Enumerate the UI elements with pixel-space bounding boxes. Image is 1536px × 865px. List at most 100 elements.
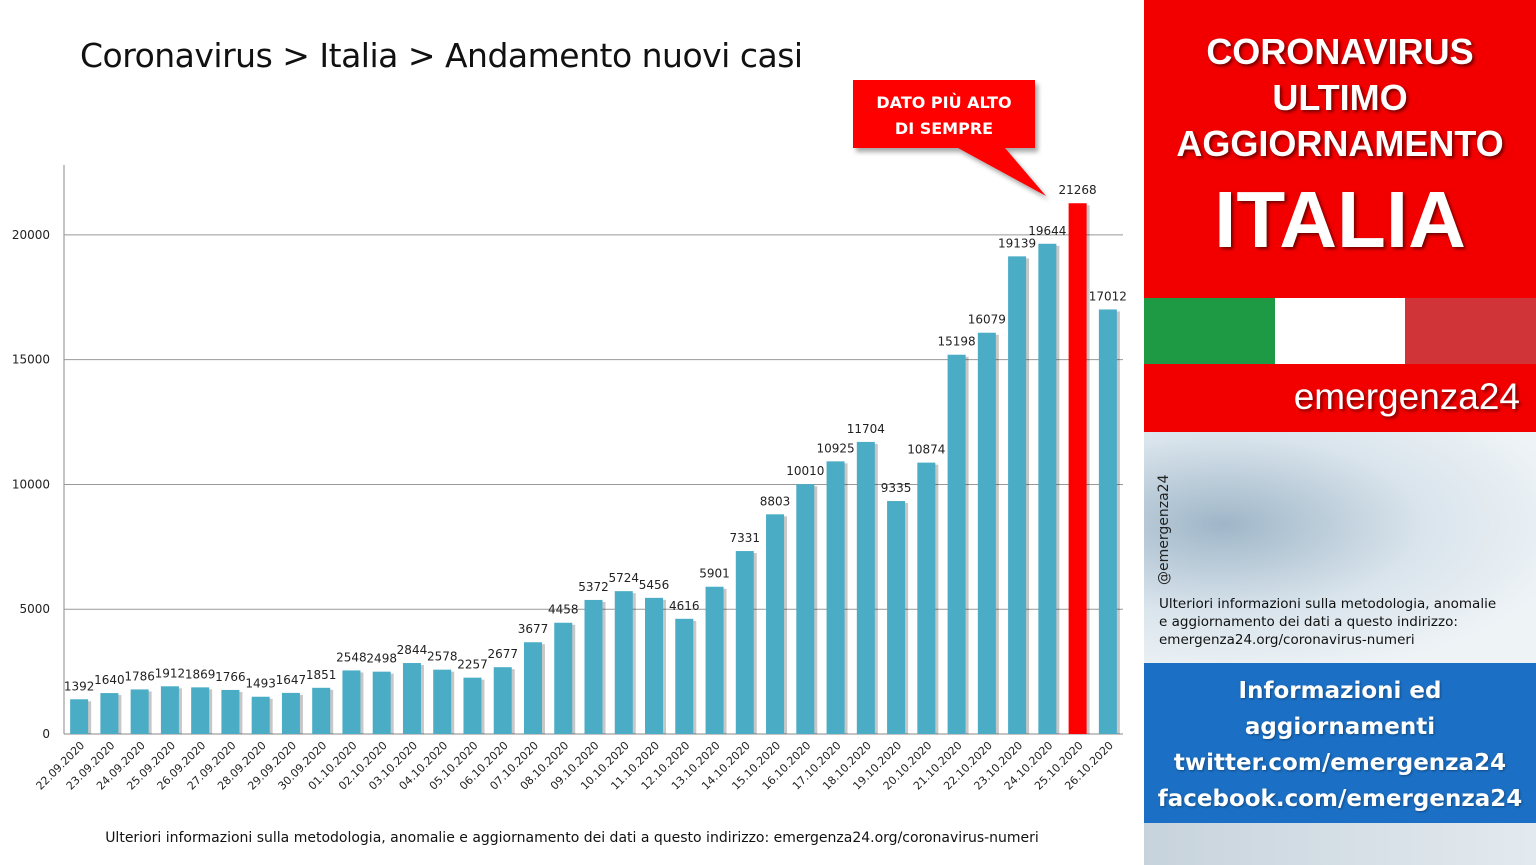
bar: [796, 484, 815, 734]
info-line: e aggiornamento dei dati a questo indiri…: [1159, 614, 1458, 630]
bar: [463, 677, 482, 734]
y-tick-label: 5000: [19, 602, 50, 616]
flag-white-stripe: [1274, 298, 1406, 364]
banner-line-1: CORONAVIRUS: [1206, 31, 1474, 72]
data-label: 9335: [881, 481, 912, 495]
social-heading-2: aggiornamenti: [1244, 714, 1436, 740]
data-label: 1766: [215, 670, 246, 684]
data-label: 2548: [336, 650, 367, 664]
bar: [493, 667, 512, 734]
twitter-link[interactable]: twitter.com/emergenza24: [1173, 750, 1507, 776]
page-title: Coronavirus > Italia > Andamento nuovi c…: [80, 36, 803, 75]
data-label: 1647: [276, 673, 307, 687]
data-label: 1640: [94, 673, 125, 687]
data-label: 19139: [998, 236, 1036, 250]
data-label: 4458: [548, 603, 579, 617]
update-banner: CORONAVIRUS ULTIMO AGGIORNAMENTO ITALIA: [1144, 0, 1536, 298]
data-label: 15198: [937, 335, 975, 349]
flag-green-stripe: [1144, 298, 1275, 364]
bar: [766, 514, 785, 734]
data-label: 5724: [608, 571, 639, 585]
data-label: 1851: [306, 668, 337, 682]
data-label: 16079: [968, 313, 1006, 327]
data-label: 4616: [669, 599, 700, 613]
bar: [735, 551, 754, 734]
bar: [584, 599, 603, 734]
data-label: 2677: [487, 647, 518, 661]
data-label: 3677: [518, 622, 549, 636]
bar: [645, 597, 664, 734]
info-line: Ulteriori informazioni sulla metodologia…: [1159, 596, 1497, 612]
brand-name: emergenza24: [1293, 376, 1520, 417]
flag-red-stripe: [1405, 298, 1536, 364]
bottom-photo-strip: [1144, 823, 1536, 865]
bar: [70, 699, 89, 734]
facebook-link[interactable]: facebook.com/emergenza24: [1157, 786, 1523, 812]
data-label: 7331: [730, 531, 761, 545]
bar: [1038, 243, 1057, 734]
bar: [856, 441, 875, 734]
bar: [402, 663, 421, 734]
data-label: 19644: [1028, 224, 1066, 238]
callout-line1: DATO PIÙ ALTO: [876, 93, 1011, 112]
bar: [947, 354, 966, 734]
y-tick-label: 20000: [12, 228, 50, 242]
info-link[interactable]: emergenza24.org/coronavirus-numeri: [1159, 632, 1415, 648]
bar: [433, 669, 452, 734]
bar: [523, 642, 542, 734]
bar: [705, 586, 724, 734]
footer-note: Ulteriori informazioni sulla metodologia…: [105, 830, 1039, 846]
data-label: 5456: [639, 578, 670, 592]
bar: [977, 332, 996, 734]
data-label: 10010: [786, 464, 824, 478]
callout-bubble: [853, 80, 1046, 196]
data-label: 2844: [397, 643, 428, 657]
data-label: 10874: [907, 443, 945, 457]
bar: [160, 686, 179, 734]
banner-line-3: AGGIORNAMENTO: [1176, 123, 1504, 164]
sidebar: CORONAVIRUS ULTIMO AGGIORNAMENTO ITALIA …: [1144, 0, 1536, 865]
bar: [342, 670, 361, 734]
data-label: 10925: [816, 441, 854, 455]
data-label: 5372: [578, 580, 609, 594]
social-heading-1: Informazioni ed: [1238, 678, 1442, 704]
info-note: Ulteriori informazioni sulla metodologia…: [1159, 595, 1529, 649]
bar: [554, 622, 573, 734]
bar: [372, 671, 391, 734]
bar: [251, 696, 270, 734]
bar: [1098, 309, 1117, 734]
brand-bar: emergenza24: [1144, 364, 1536, 432]
y-tick-label: 15000: [12, 353, 50, 367]
bar: [887, 501, 906, 734]
callout-line2: DI SEMPRE: [895, 119, 993, 138]
italian-flag: [1144, 298, 1536, 364]
bar-highlight: [1068, 203, 1087, 735]
data-label: 1493: [245, 677, 276, 691]
bar: [614, 591, 633, 734]
data-label: 1869: [185, 667, 216, 681]
bar: [675, 618, 694, 734]
data-label: 2498: [366, 652, 397, 666]
bar: [221, 689, 240, 734]
banner-line-2: ULTIMO: [1272, 77, 1408, 118]
data-label: 1786: [124, 669, 155, 683]
data-label: 2578: [427, 650, 458, 664]
bar: [312, 687, 331, 734]
data-label: 1912: [155, 666, 186, 680]
bar: [917, 462, 936, 734]
chart-panel: Coronavirus > Italia > Andamento nuovi c…: [11, 36, 1127, 846]
data-label: 21268: [1059, 183, 1097, 197]
data-label: 1392: [64, 679, 95, 693]
bar: [130, 689, 149, 734]
data-label: 5901: [699, 567, 730, 581]
data-label: 8803: [760, 494, 791, 508]
data-label: 17012: [1089, 289, 1127, 303]
bar: [826, 461, 845, 734]
bar: [100, 693, 119, 734]
social-box: Informazioni ed aggiornamenti twitter.co…: [1144, 663, 1536, 823]
y-tick-label: 10000: [12, 477, 50, 491]
data-label: 2257: [457, 658, 488, 672]
bar: [281, 692, 300, 734]
background-photo: [1144, 432, 1536, 663]
